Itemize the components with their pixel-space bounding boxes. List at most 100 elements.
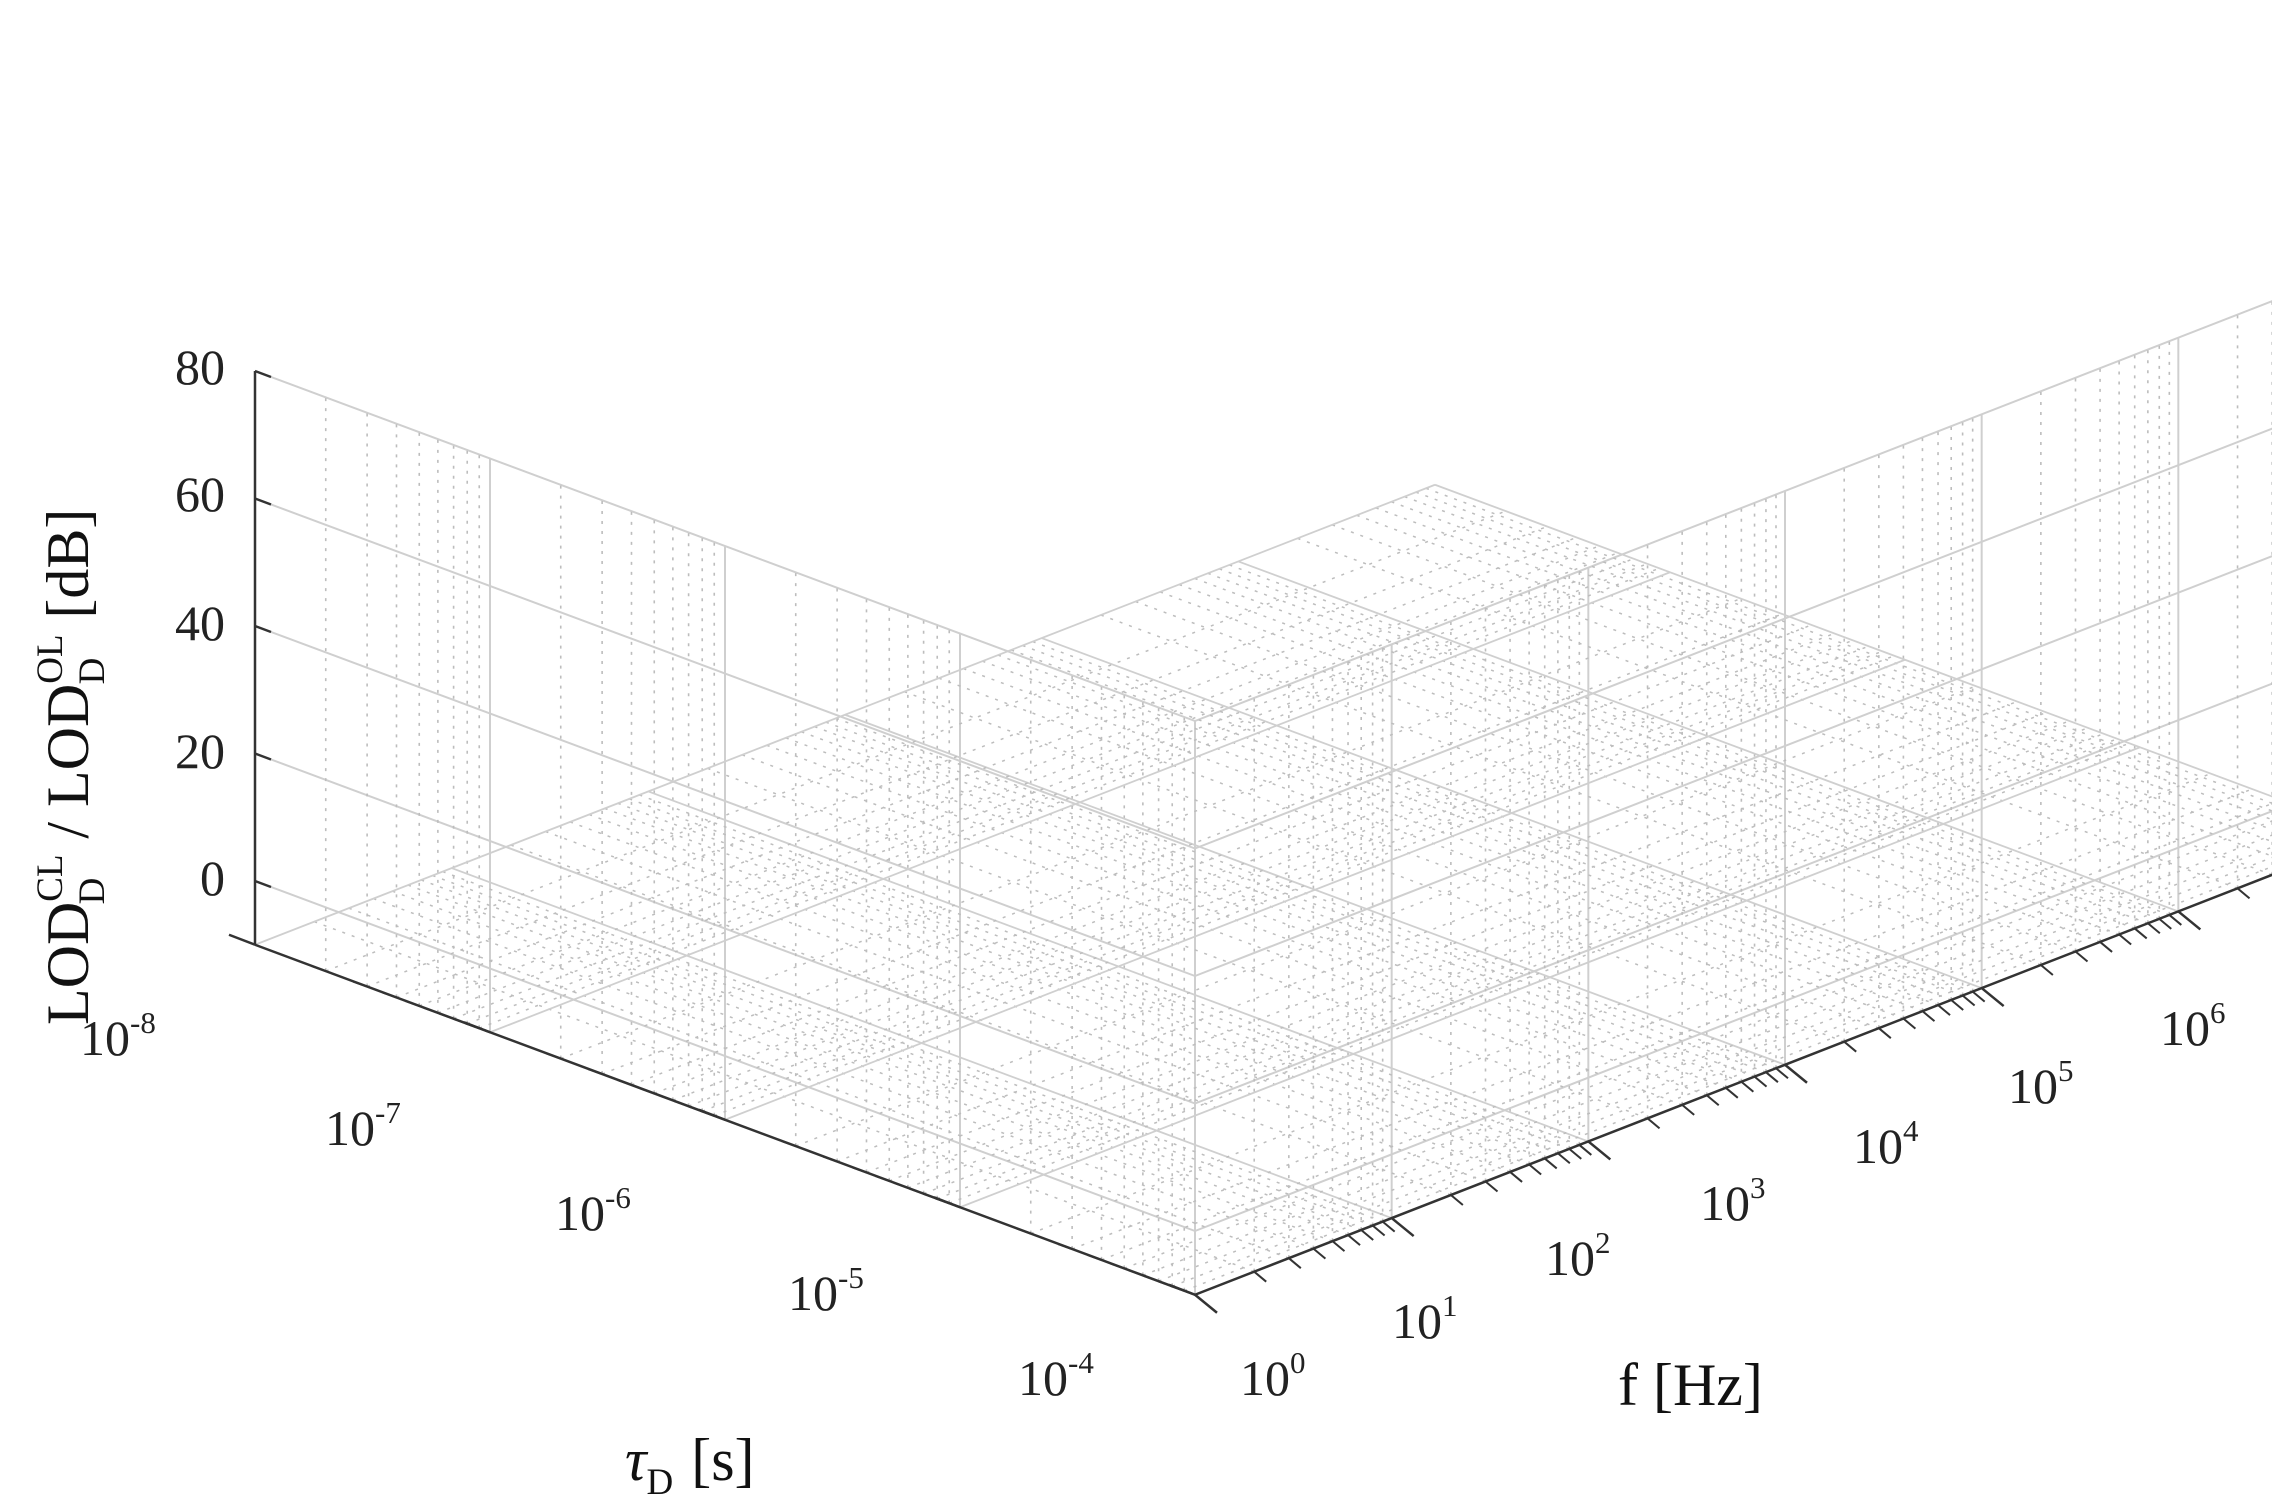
svg-text:LODCLD / LODOLD [dB]: LODCLD / LODOLD [dB] — [30, 509, 113, 1025]
y-tick-label-1e-7: 10-7 — [325, 1095, 401, 1156]
y-tick-major — [228, 933, 256, 946]
x-tick-minor — [1902, 1017, 1917, 1030]
x-tick-minor — [1961, 994, 1976, 1007]
y-tick-minor — [781, 1140, 797, 1148]
x-tick-minor — [1544, 1157, 1558, 1170]
floor-tau-minor — [672, 639, 1854, 1102]
x-tick-major — [1194, 1293, 1218, 1314]
floor-tau-minor — [418, 545, 1600, 1007]
y-tick-label-1e-5: 10-5 — [788, 1260, 864, 1321]
y-tick-minor — [639, 1087, 655, 1095]
x-tick-minor — [1331, 1240, 1346, 1252]
floor-tau-minor — [396, 536, 1577, 999]
x-tick-minor — [2147, 922, 2161, 935]
z-tick-label-80: 80 — [175, 339, 225, 395]
floor-tau-major — [724, 658, 1906, 1121]
floor-tau-minor — [437, 552, 1619, 1014]
x-tick-minor — [2236, 887, 2251, 900]
x-tick-minor — [1937, 1004, 1951, 1016]
floor-tau-minor — [923, 732, 2104, 1195]
y-tick-minor — [587, 1068, 603, 1075]
floor-tau-minor — [1183, 865, 2272, 1292]
floor-tau-minor — [701, 650, 1883, 1112]
floor-f-minor — [1425, 487, 2272, 805]
z-tick-label-40: 40 — [175, 595, 225, 651]
floor-tau-minor — [453, 557, 1634, 1020]
floor-tau-minor — [936, 738, 2118, 1200]
z-tick-mark — [254, 369, 272, 379]
y-tick-minor — [617, 1078, 632, 1086]
x-tick-minor — [1484, 1180, 1499, 1193]
x-tick-minor — [1775, 1067, 1789, 1080]
x-tick-minor — [1312, 1247, 1327, 1260]
floor-tau-minor — [1030, 772, 2212, 1235]
x-tick-minor — [1843, 1040, 1857, 1053]
y-tick-minor — [546, 1052, 562, 1060]
floor-tau-minor — [688, 645, 1869, 1107]
x-tick-minor — [1681, 1104, 1695, 1116]
floor-tau-minor — [948, 742, 2130, 1204]
y-tick-minor — [822, 1155, 838, 1163]
x-tick-minor — [2099, 941, 2113, 953]
x-tick-major — [1390, 1217, 1415, 1238]
x-tick-minor — [1347, 1234, 1361, 1246]
x-tick-label-1e2: 102 — [1545, 1225, 1611, 1286]
y-tick-minor — [909, 1187, 924, 1195]
floor-tau-minor — [907, 727, 2089, 1189]
x-tick-minor — [1950, 999, 1964, 1011]
floor-tau-minor — [601, 613, 1783, 1075]
floor-tau-minor — [1142, 834, 2272, 1277]
x-tick-minor — [1878, 1027, 1892, 1039]
floor-tau-minor — [1158, 846, 2272, 1282]
floor-tau-minor — [866, 711, 2047, 1174]
floor-tau-minor — [713, 655, 1895, 1117]
z-tick-mark — [254, 497, 272, 506]
floor-tau-minor — [888, 720, 2070, 1182]
floor-tau-major — [489, 571, 1671, 1034]
floor-tau-minor — [1101, 802, 2272, 1261]
x-tick-minor — [1646, 1117, 1661, 1130]
x-tick-label-1e0: 100 — [1240, 1345, 1306, 1406]
floor-f-major — [1434, 483, 2272, 798]
x-tick-minor — [1753, 1075, 1768, 1088]
x-tick-minor — [1578, 1144, 1592, 1156]
y-tick-minor — [1109, 1262, 1125, 1270]
y-axis-label: τD [s] — [625, 1427, 755, 1503]
x-tick-minor — [1450, 1194, 1464, 1206]
y-tick-label-1e-4: 10-4 — [1018, 1345, 1094, 1406]
x-tick-minor — [2158, 918, 2172, 930]
axes-layer — [228, 369, 2272, 1314]
floor-tau-minor — [325, 510, 1507, 972]
x-tick-minor — [1288, 1257, 1302, 1269]
y-tick-minor — [674, 1100, 689, 1108]
floor-tau-minor — [1123, 820, 2272, 1270]
x-tick-minor — [2168, 914, 2182, 926]
y-tick-minor — [852, 1166, 867, 1174]
floor-tau-major — [959, 746, 2141, 1209]
floor-tau-major — [254, 483, 1436, 946]
y-tick-minor — [1057, 1243, 1073, 1250]
y-tick-minor — [423, 1006, 439, 1014]
z-tick-label-20: 20 — [175, 723, 225, 779]
floor-tau-minor — [366, 525, 1548, 988]
wall-right-z-gridline — [1194, 810, 2272, 1232]
x-tick-minor — [1557, 1152, 1571, 1165]
z-axis-label: LODCLD / LODOLD [dB] — [30, 509, 113, 1025]
x-tick-minor — [1253, 1270, 1267, 1283]
z-tick-label-60: 60 — [175, 466, 225, 522]
grid-layer — [254, 300, 2272, 1296]
x-tick-minor — [1740, 1080, 1755, 1093]
x-tick-minor — [1568, 1148, 1582, 1160]
x-tick-minor — [1509, 1171, 1523, 1183]
x-tick-minor — [1360, 1229, 1374, 1241]
x-tick-minor — [2040, 964, 2054, 976]
z-tick-label-0: 0 — [200, 850, 225, 906]
floor-f-minor — [1391, 501, 2272, 831]
x-tick-label-1e4: 104 — [1853, 1113, 1919, 1174]
x-tick-minor — [1382, 1220, 1396, 1233]
y-tick-minor — [1016, 1227, 1032, 1235]
x-tick-minor — [1765, 1071, 1779, 1083]
y-tick-minor — [893, 1181, 909, 1189]
x-axis-label: f [Hz] — [1618, 1352, 1763, 1418]
y-tick-minor — [352, 980, 368, 988]
